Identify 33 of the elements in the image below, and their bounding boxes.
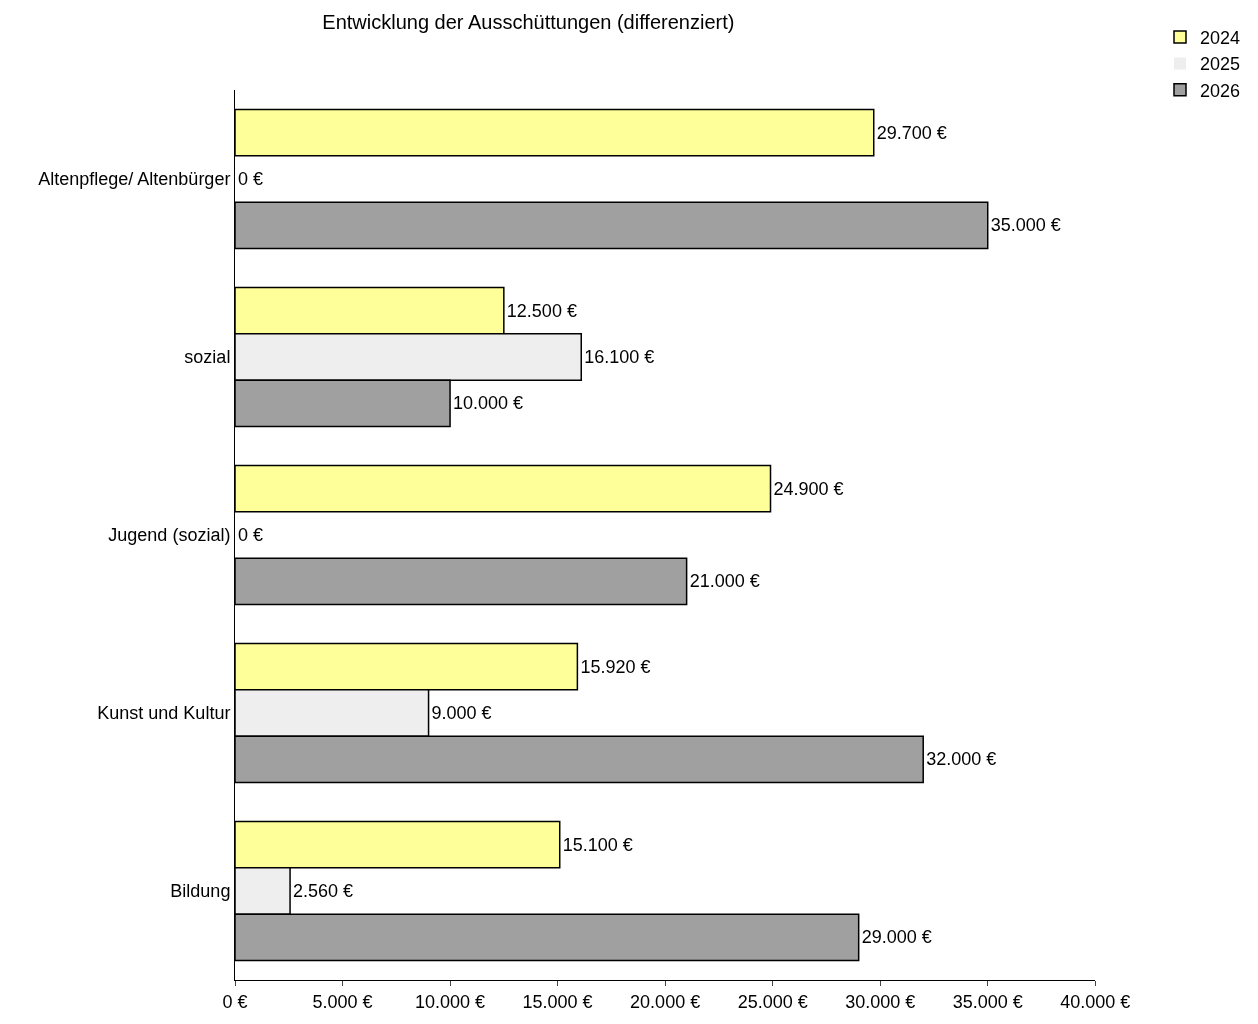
x-tick-label: 25.000 € (737, 991, 808, 1012)
data-label: 15.100 € (562, 834, 633, 855)
x-tick-label: 5.000 € (312, 991, 373, 1012)
y-tick-label: sozial (184, 347, 231, 368)
data-label: 35.000 € (990, 215, 1061, 236)
data-label: 12.500 € (506, 300, 577, 321)
y-tick-label: Jugend (sozial) (108, 525, 231, 546)
data-label: 0 € (238, 169, 264, 189)
x-tick-label: 10.000 € (415, 991, 486, 1012)
x-tick-label: 20.000 € (630, 991, 701, 1012)
data-label: 29.700 € (876, 122, 947, 143)
data-label: 29.000 € (861, 927, 932, 948)
data-label: 15.920 € (580, 656, 651, 677)
legend-label: 2026 (1200, 80, 1241, 101)
data-label: 2.560 € (293, 881, 354, 901)
data-label: 21.000 € (689, 571, 760, 592)
x-tick-label: 30.000 € (845, 991, 916, 1012)
data-label: 16.100 € (584, 347, 655, 367)
data-label: 9.000 € (431, 703, 492, 723)
data-label: 32.000 € (926, 749, 997, 770)
y-tick-label: Altenpflege/ Altenbürger (38, 169, 231, 190)
chart-title: Entwicklung der Ausschüttungen (differenziert) (322, 11, 735, 34)
x-tick-label: 0 € (222, 991, 248, 1012)
data-label: 24.900 € (773, 478, 844, 499)
data-label: 10.000 € (453, 393, 524, 414)
y-tick-label: Kunst und Kultur (97, 703, 231, 724)
data-label: 0 € (238, 525, 264, 545)
x-tick-label: 15.000 € (522, 991, 593, 1012)
legend-label: 2024 (1200, 28, 1241, 49)
legend-label: 2025 (1200, 54, 1241, 75)
x-tick-label: 40.000 € (1060, 991, 1131, 1012)
x-tick-label: 35.000 € (952, 991, 1023, 1012)
y-tick-label: Bildung (170, 881, 231, 902)
